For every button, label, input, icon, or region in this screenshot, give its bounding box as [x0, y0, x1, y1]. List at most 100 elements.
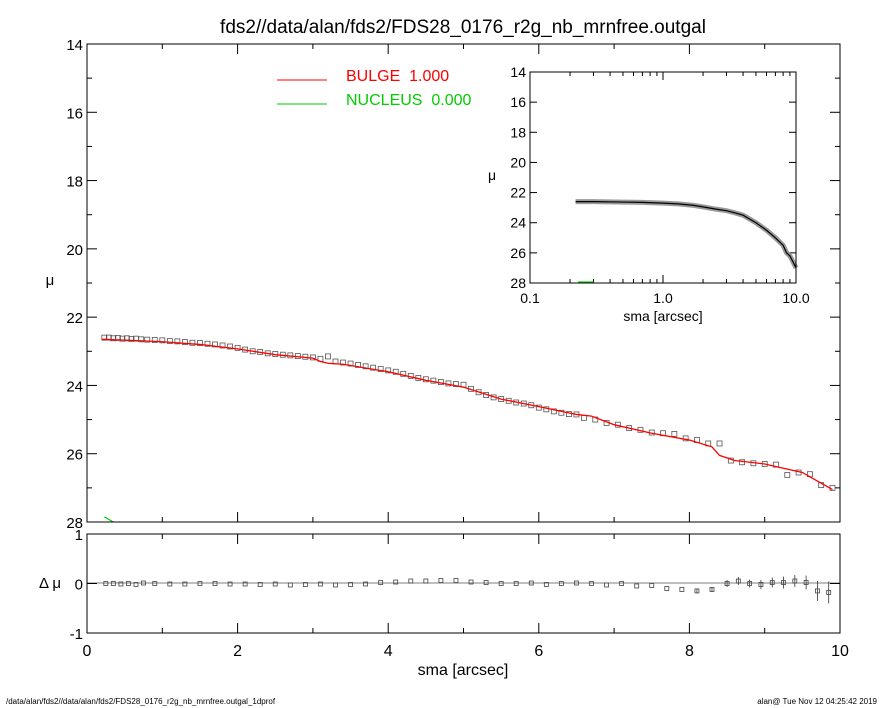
inset-y-tick-label: 14 — [510, 64, 526, 80]
x-tick-label: 10 — [831, 643, 849, 660]
residual-point — [318, 581, 323, 587]
residuals-plot-frame — [86, 533, 841, 634]
residual-point — [333, 582, 338, 588]
inset-x-axis-label: sma [arcsec] — [623, 308, 702, 324]
observed-point — [234, 344, 241, 351]
observed-point — [151, 337, 158, 343]
main-series — [101, 334, 836, 523]
residual-point — [348, 582, 353, 587]
residual-point — [543, 582, 549, 587]
residual-point — [679, 587, 685, 592]
residuals-y-tick-label: -1 — [70, 626, 83, 643]
residual-point — [694, 588, 700, 594]
main-y-tick-label: 18 — [66, 174, 83, 191]
observed-point — [212, 341, 218, 348]
residual-point — [634, 583, 640, 589]
residual-point — [769, 580, 775, 585]
residual-point — [152, 581, 158, 586]
residual-point — [167, 581, 173, 587]
residual-point — [118, 581, 124, 587]
inset-background — [530, 72, 796, 283]
main-panel: 14 16 18 20 22 24 26 28 μ — [46, 37, 841, 532]
observed-point — [355, 362, 361, 368]
x-tick-label: 0 — [83, 643, 92, 660]
x-tick-label: 8 — [685, 643, 694, 660]
residual-point — [483, 580, 489, 585]
residual-point — [558, 581, 564, 586]
observed-point — [101, 334, 108, 341]
residual-point — [604, 582, 609, 588]
main-y-tick-label: 22 — [66, 310, 83, 327]
nucleus-model-line — [104, 516, 114, 523]
inset-y-tick-label: 16 — [510, 94, 526, 110]
inset-plot-frame — [529, 71, 797, 284]
residual-point — [468, 579, 474, 585]
residual-point — [242, 581, 248, 587]
observed-point — [138, 336, 145, 343]
observed-point — [197, 340, 203, 346]
residual-point — [792, 578, 798, 584]
residual-point — [815, 588, 820, 594]
residual-point — [141, 580, 146, 586]
residual-point — [803, 580, 809, 585]
footer-file-path: /data/alan/fds2//data/alan/fds2/FDS28_01… — [6, 697, 276, 706]
residuals-y-tick-label: 0 — [75, 577, 83, 594]
residual-point — [197, 581, 203, 586]
residual-point — [257, 582, 263, 587]
residuals-panel: 10-10 2 4 6 8 10 Δ μ sma [arcsec] — [39, 527, 849, 679]
residual-point — [438, 578, 444, 583]
observed-point — [453, 381, 459, 387]
residual-point — [103, 581, 109, 586]
observed-point — [716, 440, 723, 447]
observed-point — [340, 359, 346, 366]
residual-point — [826, 590, 832, 595]
observed-point — [400, 370, 407, 377]
residual-point — [513, 581, 519, 586]
residual-point — [363, 581, 369, 587]
observed-point — [204, 340, 211, 347]
residual-point — [227, 581, 233, 587]
inset-y-tick-label: 26 — [510, 245, 526, 261]
residual-point — [664, 586, 670, 591]
observed-point — [370, 364, 377, 371]
residual-point — [781, 580, 786, 585]
inset-y-tick-label: 28 — [510, 275, 526, 291]
main-y-tick-label: 26 — [66, 447, 83, 464]
main-y-tick-label: 16 — [66, 105, 83, 122]
x-tick-label: 6 — [534, 643, 543, 660]
inset-series — [575, 199, 799, 283]
residual-point — [498, 581, 504, 586]
inset-y-tick-label: 22 — [510, 185, 526, 201]
inset-x-tick-label: 1.0 — [653, 290, 673, 306]
observed-point — [119, 335, 126, 342]
inset-x-tick-label: 10.0 — [782, 290, 809, 306]
main-y-tick-label: 20 — [66, 242, 83, 259]
residuals-y-axis-label: Δ μ — [39, 575, 61, 592]
legend-nucleus-label: NUCLEUS 0.000 — [346, 92, 471, 109]
observed-point — [392, 368, 399, 375]
footer-timestamp: alan@ Tue Nov 12 04:25:42 2019 — [757, 697, 877, 706]
observed-point — [385, 367, 392, 374]
residual-point — [110, 581, 116, 586]
residual-point — [393, 579, 399, 585]
main-plot-frame — [86, 43, 841, 523]
inset-y-tick-label: 24 — [510, 215, 526, 231]
observed-point — [566, 411, 572, 418]
x-axis-label: sma [arcsec] — [418, 662, 509, 679]
residuals-axis-ticks: 10-10 2 4 6 8 10 — [70, 527, 849, 660]
residual-point — [747, 581, 753, 586]
observed-point — [377, 366, 384, 372]
main-y-tick-label: 28 — [66, 515, 83, 532]
x-tick-label: 4 — [384, 643, 393, 660]
bulge-model-line — [102, 338, 833, 491]
residual-point — [735, 578, 741, 584]
inset-y-tick-label: 18 — [510, 124, 526, 140]
residual-point — [709, 587, 715, 592]
legend: BULGE 1.000 NUCLEUS 0.000 — [277, 68, 471, 109]
residual-point — [182, 581, 188, 587]
residual-point — [423, 578, 429, 584]
residual-point — [453, 578, 459, 583]
inset-y-axis-label: μ — [488, 167, 496, 183]
inset-x-tick-label: 0.1 — [520, 290, 540, 306]
